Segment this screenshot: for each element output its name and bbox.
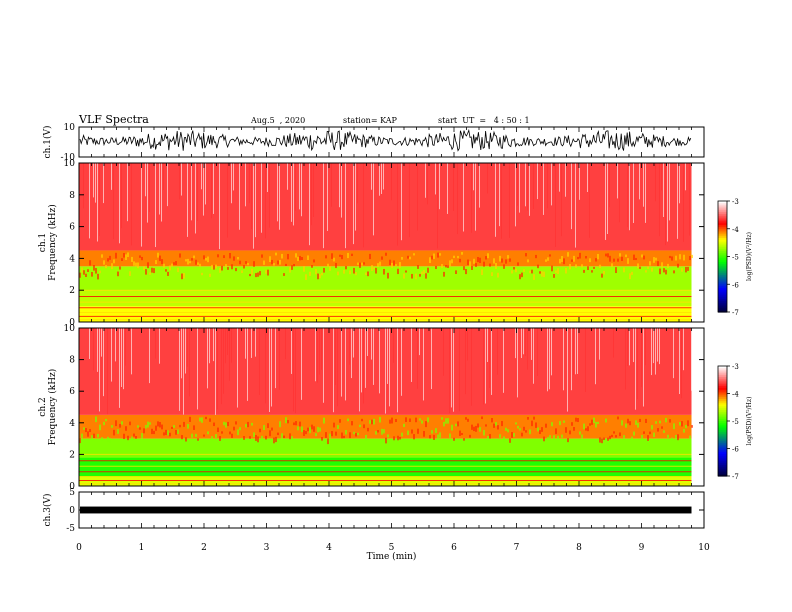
ch2-spectrogram-ytick-label: 6: [69, 387, 75, 397]
ch1-spectrogram-band-0: [79, 306, 692, 322]
colorbar-ch2-label: log(PSD)(V²/Hz): [746, 397, 753, 446]
header-start-time: start UT = 4 : 50 : 1: [438, 116, 530, 125]
ch2-spectrogram-ylabel: ch.2: [38, 397, 48, 416]
ch2-spectrogram-texture: [79, 328, 693, 445]
ch3-waveform-ytick-label: 5: [69, 488, 75, 498]
x-tick-label: 0: [76, 543, 82, 553]
ch2-spectrogram-ytick-label: 2: [69, 450, 75, 460]
colorbar-ch1-tick-label: -4: [732, 226, 739, 234]
ch1-waveform-ylabel: ch.1(V): [42, 126, 53, 159]
ch1-spectrogram-ylabel: Frequency (kHz): [47, 204, 58, 281]
x-tick-label: 5: [389, 543, 395, 553]
x-tick-label: 7: [514, 543, 520, 553]
x-tick-label: 1: [139, 543, 145, 553]
ch1-waveform-trace: [79, 128, 692, 152]
colorbar-ch2-tick-label: -4: [732, 391, 739, 399]
ch2-spectrogram-ytick-label: 10: [64, 324, 76, 334]
x-tick-label: 2: [201, 543, 207, 553]
x-tick-label: 9: [639, 543, 645, 553]
ch3-waveform-ytick-label: -5: [66, 524, 75, 534]
colorbar-ch2-tick-label: -6: [732, 446, 739, 454]
ch2-spectrogram-ytick-label: 0: [69, 482, 75, 492]
colorbar-ch1-tick-label: -3: [732, 198, 739, 206]
colorbar-ch1-tick-label: -5: [732, 254, 739, 262]
ch1-waveform-ytick-label: -10: [61, 153, 76, 163]
header-title: VLF Spectra: [79, 113, 149, 126]
ch1-spectrogram-ytick-label: 10: [64, 159, 76, 169]
colorbar-ch2-tick-label: -7: [732, 473, 739, 481]
ch2-spectrogram-band-2: [79, 438, 692, 458]
ch2-spectrogram-ytick-label: 4: [69, 419, 75, 429]
header-station: station= KAP: [343, 116, 397, 125]
ch3-waveform-ylabel: ch.3(V): [42, 494, 53, 527]
ch1-spectrogram-ytick-label: 2: [69, 286, 75, 296]
ch1-spectrogram-ytick-label: 6: [69, 223, 75, 233]
ch1-spectrogram-ytick-label: 0: [69, 318, 75, 328]
x-tick-label: 10: [698, 543, 710, 553]
ch1-spectrogram-ytick-label: 4: [69, 254, 75, 264]
ch1-spectrogram-band-3: [79, 250, 692, 267]
colorbar-ch1-label: log(PSD)(V²/Hz): [746, 232, 753, 281]
ch1-spectrogram-band-4: [79, 163, 692, 251]
x-tick-label: 4: [326, 543, 332, 553]
ch1-waveform-ytick-label: 10: [64, 123, 76, 133]
ch2-spectrogram-band-0: [79, 476, 692, 486]
ch1-spectrogram-ytick-label: 8: [69, 191, 75, 201]
ch2-spectrogram-band-3: [79, 414, 692, 439]
x-axis-label: Time (min): [367, 551, 417, 562]
ch2-spectrogram-ytick-label: 8: [69, 356, 75, 366]
colorbar-ch1-tick-label: -7: [732, 309, 739, 317]
ch1-spectrogram-texture: [79, 163, 693, 280]
ch1-spectrogram-ylabel: ch.1: [38, 233, 48, 252]
ch2-spectrogram-ylabel: Frequency (kHz): [47, 369, 58, 446]
x-tick-label: 3: [264, 543, 270, 553]
ch3-waveform-trace: [80, 506, 692, 514]
ch1-spectrogram-band-1: [79, 290, 692, 307]
x-tick-label: 6: [451, 543, 457, 553]
ch3-waveform-ytick-label: 0: [69, 506, 75, 516]
header-date: Aug.5 , 2020: [251, 116, 306, 125]
colorbar-ch2-tick-label: -5: [732, 418, 739, 426]
colorbar-ch1-tick-label: -6: [732, 281, 739, 289]
colorbar-ch2-tick-label: -3: [732, 363, 739, 371]
x-tick-label: 8: [576, 543, 582, 553]
ch1-spectrogram-band-2: [79, 266, 692, 291]
